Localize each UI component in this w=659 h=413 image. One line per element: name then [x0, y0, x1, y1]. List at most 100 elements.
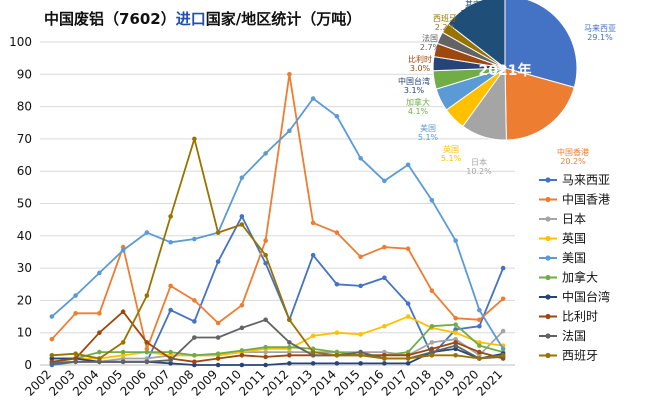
legend-label: 加拿大	[562, 270, 598, 285]
data-point	[477, 317, 482, 323]
data-point	[477, 323, 482, 329]
data-point	[334, 281, 340, 287]
data-point	[358, 353, 363, 358]
data-point	[287, 128, 292, 134]
data-point	[358, 254, 363, 260]
data-point	[287, 72, 292, 77]
legend-swatch-marker	[545, 177, 551, 183]
pie-label-1: 中国香港 20.2%	[557, 147, 589, 166]
pie-label-name: 中国台湾	[398, 76, 430, 86]
pie-label-value: 3.1%	[404, 86, 425, 95]
data-point	[382, 323, 387, 329]
data-point	[168, 307, 173, 313]
data-point	[429, 323, 435, 329]
data-point	[168, 214, 173, 219]
data-point	[429, 346, 435, 352]
y-tick-label: 50	[17, 197, 32, 211]
data-point	[358, 349, 363, 355]
data-point	[215, 351, 221, 356]
series-line	[51, 323, 504, 360]
legend-swatch-marker	[545, 352, 551, 359]
pie-label-value: 2.2%	[435, 23, 456, 32]
y-tick-label: 10	[17, 326, 32, 340]
data-point	[500, 353, 506, 358]
legend-swatch-marker	[545, 235, 551, 242]
series-line	[51, 315, 504, 360]
legend-label: 西班牙	[562, 349, 598, 363]
pie-label-value: 20.2%	[560, 157, 586, 166]
pie-label-value: 5.1%	[418, 133, 439, 142]
legend-label: 比利时	[562, 310, 598, 324]
data-point	[239, 362, 245, 368]
legend-swatch-marker	[545, 333, 551, 339]
data-point	[263, 317, 268, 323]
pie-label-name: 日本	[471, 157, 487, 167]
legend-swatch-marker	[545, 294, 551, 300]
data-point	[144, 359, 150, 365]
data-point	[477, 349, 482, 355]
data-point	[453, 330, 458, 336]
pie-label-name: 西班牙	[433, 13, 457, 23]
data-point	[239, 302, 245, 308]
data-point	[382, 353, 387, 358]
pie-label-name: 马来西亚	[584, 24, 616, 33]
data-point	[49, 314, 55, 319]
data-point	[500, 346, 506, 352]
data-point	[358, 361, 363, 366]
data-point	[192, 335, 197, 340]
pie-label-10: 其它 14.4%	[460, 0, 486, 18]
data-point	[405, 349, 411, 355]
y-tick-label: 20	[17, 293, 32, 307]
data-point	[310, 361, 316, 366]
data-point	[192, 136, 197, 142]
pie-label-7: 比利时 3.0%	[408, 54, 432, 73]
series-line	[51, 318, 504, 365]
data-point	[120, 340, 126, 345]
data-point	[239, 353, 245, 358]
data-point	[358, 283, 363, 289]
data-point	[97, 330, 102, 336]
data-point	[192, 298, 197, 303]
data-point	[97, 359, 102, 365]
series-line	[51, 73, 504, 350]
data-point	[168, 353, 173, 358]
data-point	[73, 351, 78, 356]
data-point	[144, 356, 150, 361]
legend-item-1: 中国香港	[539, 192, 610, 207]
data-point	[500, 265, 506, 271]
data-point	[405, 361, 411, 366]
data-point	[97, 311, 102, 316]
legend-label: 美国	[562, 251, 586, 265]
data-point	[310, 353, 316, 358]
legend-item-4: 美国	[539, 251, 586, 265]
data-point	[49, 356, 55, 361]
data-point	[263, 354, 268, 360]
data-point	[239, 214, 245, 219]
data-point	[287, 349, 292, 355]
series-line	[51, 97, 504, 350]
data-point	[144, 230, 150, 235]
legend-item-6: 中国台湾	[539, 289, 610, 304]
legend-swatch-marker	[545, 274, 551, 281]
data-point	[168, 239, 173, 245]
data-point	[215, 362, 221, 368]
data-point	[453, 322, 458, 327]
data-point	[239, 222, 245, 227]
data-point	[334, 349, 340, 355]
data-point	[263, 362, 268, 368]
pie-label-5: 加拿大 4.1%	[406, 97, 430, 116]
data-point	[453, 343, 458, 348]
y-tick-label: 30	[17, 261, 32, 275]
data-point	[453, 346, 458, 352]
pie-label-value: 4.1%	[408, 107, 429, 116]
data-point	[358, 155, 363, 161]
data-point	[97, 356, 102, 361]
pie-label-value: 2.7%	[420, 43, 441, 52]
data-point	[334, 330, 340, 336]
legend-item-9: 西班牙	[539, 349, 598, 363]
pie-label-6: 中国台湾 3.1%	[398, 76, 430, 95]
pie-slice-1	[504, 67, 575, 141]
